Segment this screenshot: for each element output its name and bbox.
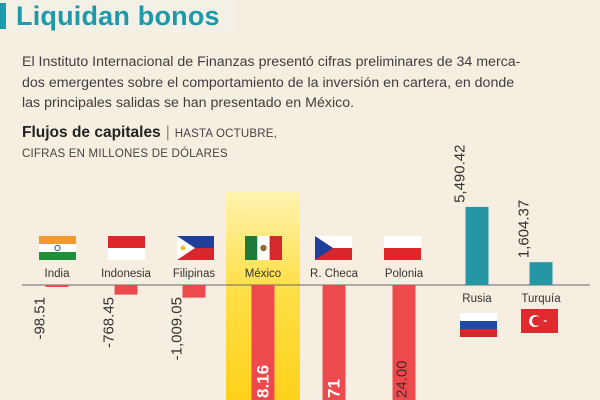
title-separator: |	[165, 124, 170, 141]
philippines-flag-icon	[177, 236, 214, 260]
value-label-polonia: 24.00	[394, 360, 411, 398]
chart-title-row: Flujos de capitales | HASTA OCTUBRE,	[22, 124, 277, 142]
bar-polonia	[392, 285, 416, 400]
value-label-rusia: 5,490.42	[452, 145, 469, 203]
headline-accent-bar	[0, 3, 6, 29]
headline-banner: Liquidan bonos	[0, 0, 235, 34]
intro-paragraph: El Instituto Internacional de Finanzas p…	[22, 52, 587, 114]
intro-line: las principales salidas se han presentad…	[22, 95, 355, 111]
value-label-r-checa: 71	[325, 379, 344, 398]
category-label-mexico: México	[245, 268, 281, 280]
category-label-turquia: Turquía	[521, 293, 561, 305]
intro-line: El Instituto Internacional de Finanzas p…	[22, 54, 521, 70]
bar-turquia	[529, 262, 553, 285]
value-label-turquia: 1,604.37	[516, 200, 533, 258]
value-label-indonesia: -768.45	[101, 297, 118, 348]
bar-indonesia	[114, 285, 138, 295]
intro-line: dos emergentes sobre el comportamiento d…	[22, 74, 515, 91]
bar-filipinas	[182, 285, 206, 298]
chart-subtitle-1: HASTA OCTUBRE,	[174, 128, 277, 140]
russia-flag-icon	[460, 313, 497, 337]
bar-mexico	[251, 285, 275, 400]
category-label-filipinas: Filipinas	[173, 268, 215, 280]
poland-flag-icon	[384, 236, 421, 260]
indonesia-flag-icon	[108, 236, 145, 260]
mexico-flag-icon	[245, 236, 282, 260]
chart-subtitle-2: CIFRAS EN MILLONES DE DÓLARES	[22, 148, 228, 160]
bar-india	[45, 285, 69, 287]
bar-rusia	[465, 206, 489, 285]
bar-r-checa	[322, 285, 346, 400]
chart-title: Flujos de capitales	[22, 124, 161, 141]
category-label-rusia: Rusia	[462, 293, 492, 305]
category-label-india: India	[45, 268, 71, 280]
value-label-india: -98.51	[32, 297, 49, 340]
headline: Liquidan bonos	[16, 1, 220, 31]
category-label-r-checa: R. Checa	[310, 268, 359, 280]
czech-flag-icon	[315, 236, 352, 260]
value-label-mexico: 8.16	[254, 365, 273, 398]
value-label-filipinas: -1,009.05	[169, 297, 186, 360]
india-flag-icon	[39, 236, 76, 260]
category-label-polonia: Polonia	[385, 268, 424, 280]
turkey-flag-icon	[521, 309, 558, 333]
category-label-indonesia: Indonesia	[101, 268, 151, 280]
